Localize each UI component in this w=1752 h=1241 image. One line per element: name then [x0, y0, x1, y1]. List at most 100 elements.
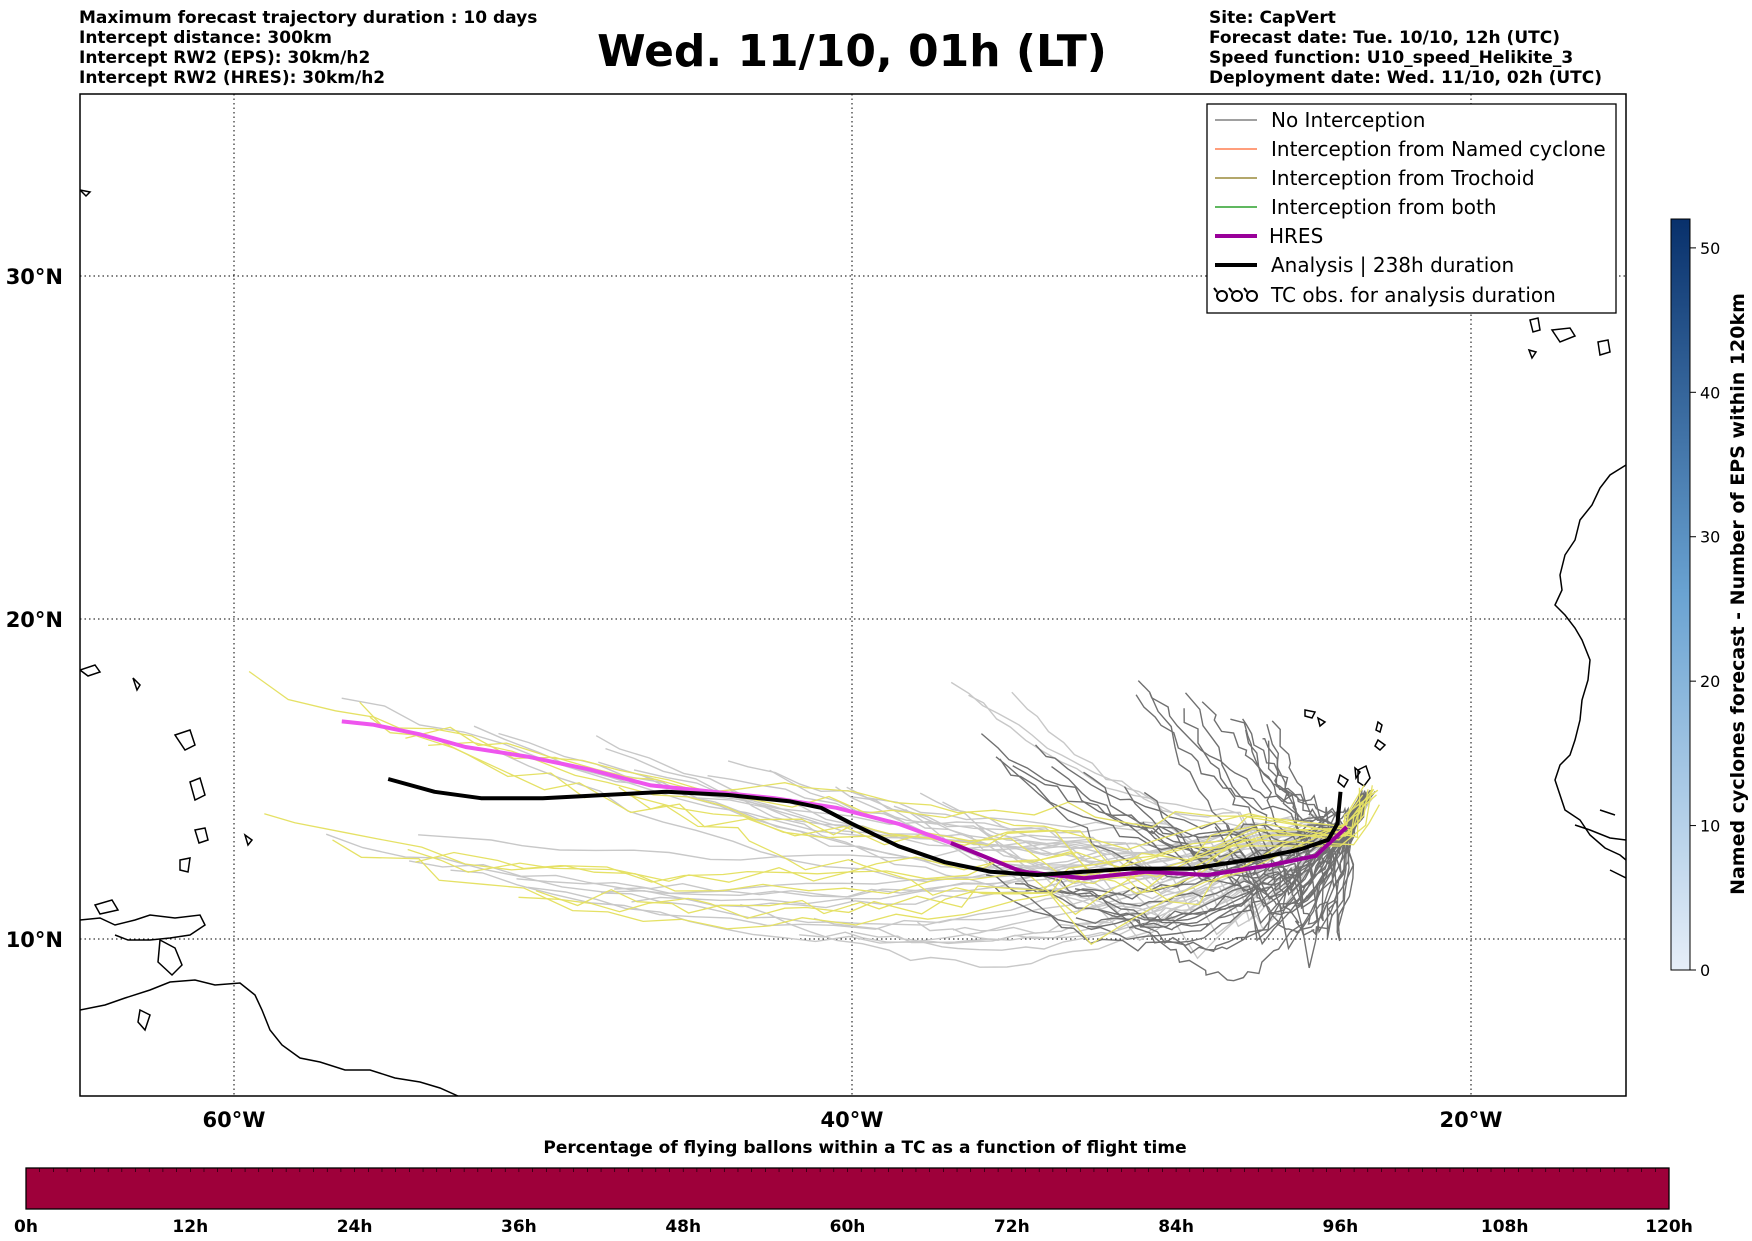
header-left-line: Intercept RW2 (EPS): 30km/h2 — [79, 48, 371, 68]
colorbar-tick-label: 20 — [1700, 672, 1720, 691]
header-left-line: Intercept RW2 (HRES): 30km/h2 — [79, 68, 386, 88]
ensemble-trajectory — [1097, 798, 1366, 922]
colorbar-ticks: 0 10 20 30 40 50 — [1690, 239, 1720, 980]
header-right-line: Deployment date: Wed. 11/10, 02h (UTC) — [1209, 68, 1603, 88]
island-canary-4 — [1527, 348, 1538, 360]
ensemble-trajectory — [985, 794, 1365, 942]
trochoid-trajectory — [332, 787, 1361, 946]
lon-tick-label: 60°W — [203, 1108, 266, 1132]
ensemble-trajectory — [1074, 799, 1370, 925]
colorbar-tick-label: 30 — [1700, 528, 1720, 547]
ensemble-trajectory — [968, 694, 1367, 848]
ensemble-trajectory — [1184, 692, 1367, 881]
coastline-venezuela — [80, 914, 206, 941]
island-trinidad — [157, 938, 183, 977]
bottom-colorbar-tick-label: 36h — [501, 1217, 537, 1237]
bottom-colorbar-tick-label: 12h — [172, 1217, 208, 1237]
bottom-colorbar-ticks: 0h 12h 24h 36h 48h 60h 72h 84h 96h 108h 120h — [14, 1168, 1693, 1237]
island-canary-3 — [1597, 339, 1611, 356]
colorbar-tick-label: 50 — [1700, 239, 1720, 258]
coastline-guinea-detail — [1574, 809, 1626, 879]
ensemble-trajectory — [1271, 720, 1372, 857]
ensemble-trajectory — [1264, 792, 1371, 942]
legend-label: Interception from Named cyclone — [1271, 137, 1606, 161]
legend-label: Analysis | 238h duration — [1271, 253, 1514, 277]
island-puerto-rico — [80, 664, 102, 677]
lat-tick-label: 10°N — [6, 928, 63, 952]
ensemble-trajectories-dark — [980, 680, 1376, 982]
header-right-line: Forecast date: Tue. 10/10, 12h (UTC) — [1209, 28, 1560, 48]
bottom-colorbar-tick-label: 24h — [337, 1217, 373, 1237]
legend-label: Interception from Trochoid — [1271, 166, 1535, 190]
trochoid-trajectory — [518, 789, 1369, 919]
island-capvert-2 — [1316, 716, 1327, 728]
page-title: Wed. 11/10, 01h (LT) — [597, 26, 1107, 77]
ensemble-trajectory — [980, 733, 1371, 860]
legend-label: TC obs. for analysis duration — [1270, 283, 1556, 307]
island-capvert-5 — [1337, 773, 1350, 789]
legend-label: Interception from both — [1271, 195, 1497, 219]
trochoid-trajectory — [248, 670, 1373, 885]
bottom-colorbar-fill — [25, 1167, 1670, 1210]
colorbar-label: Named cyclones forecast - Number of EPS … — [1727, 293, 1749, 895]
bottom-colorbar-title: Percentage of flying ballons within a TC… — [543, 1138, 1186, 1158]
island-small — [132, 677, 141, 692]
bottom-colorbar: Percentage of flying ballons within a TC… — [14, 1138, 1693, 1237]
bottom-colorbar-tick-label: 72h — [994, 1217, 1030, 1237]
ensemble-trajectory — [1143, 791, 1362, 910]
header-right-line: Speed function: U10_speed_Helikite_3 — [1209, 48, 1574, 68]
legend-label: No Interception — [1271, 108, 1425, 132]
bottom-colorbar-tick-label: 0h — [14, 1217, 38, 1237]
ensemble-trajectory — [1201, 701, 1375, 834]
island-coast-detail — [137, 1008, 151, 1032]
island-small-2 — [243, 833, 254, 847]
lat-tick-label: 20°N — [6, 608, 63, 632]
colorbar-tick-label: 0 — [1700, 961, 1710, 980]
island-guadeloupe — [173, 729, 196, 751]
bottom-colorbar-tick-label: 108h — [1481, 1217, 1529, 1237]
island-capvert-1 — [1304, 709, 1317, 719]
coastline-west-africa — [1554, 464, 1626, 861]
island-capvert-7 — [1357, 764, 1371, 788]
colorbar-tick-label: 10 — [1700, 817, 1720, 836]
trochoid-trajectory — [428, 741, 1373, 863]
coastlines — [80, 189, 1626, 1096]
ensemble-trajectory — [1034, 744, 1363, 848]
island-hispaniola-tip — [93, 899, 120, 915]
ensemble-trajectory — [1128, 797, 1365, 931]
island-bermuda — [80, 189, 92, 198]
cyclone-symbol-icon — [1213, 287, 1258, 302]
map-frame — [79, 93, 1627, 1097]
legend-box — [1206, 103, 1617, 314]
header-left-line: Maximum forecast trajectory duration : 1… — [79, 8, 538, 28]
ensemble-trajectory — [727, 760, 1370, 842]
trochoid-trajectory — [369, 716, 1364, 879]
ensemble-trajectory — [1151, 792, 1369, 982]
legend-label: HRES — [1269, 224, 1323, 248]
bottom-colorbar-tick-label: 96h — [1323, 1217, 1359, 1237]
ensemble-trajectory — [1101, 792, 1370, 954]
colorbar-gradient — [1670, 218, 1691, 971]
right-colorbar: 0 10 20 30 40 50 Named cyclones forecast - Nu… — [1670, 218, 1749, 980]
island-capvert-3 — [1375, 720, 1383, 734]
island-canary-1 — [1529, 317, 1541, 333]
legend: No Interception Interception from Named … — [1206, 103, 1617, 314]
trochoid-trajectory — [407, 789, 1379, 883]
ensemble-trajectory — [799, 792, 1367, 945]
colorbar-tick-label: 40 — [1700, 383, 1720, 402]
ensemble-trajectory — [852, 796, 1368, 861]
trochoid-trajectory — [415, 794, 1377, 883]
trochoid-trajectory — [535, 794, 1364, 915]
ensemble-trajectory — [1242, 718, 1371, 837]
coastline-south-america — [80, 979, 459, 1096]
trochoid-trajectory — [405, 726, 1361, 829]
bottom-colorbar-tick-label: 84h — [1158, 1217, 1194, 1237]
lat-tick-label: 30°N — [6, 265, 63, 289]
analysis-trajectory — [387, 777, 1343, 877]
header-right-info: Site: CapVert Forecast date: Tue. 10/10,… — [1209, 8, 1602, 88]
ensemble-trajectory — [1276, 796, 1369, 933]
bottom-colorbar-tick-label: 48h — [665, 1217, 701, 1237]
header-left-line: Intercept distance: 300km — [79, 28, 332, 48]
island-capvert-4 — [1374, 738, 1387, 752]
